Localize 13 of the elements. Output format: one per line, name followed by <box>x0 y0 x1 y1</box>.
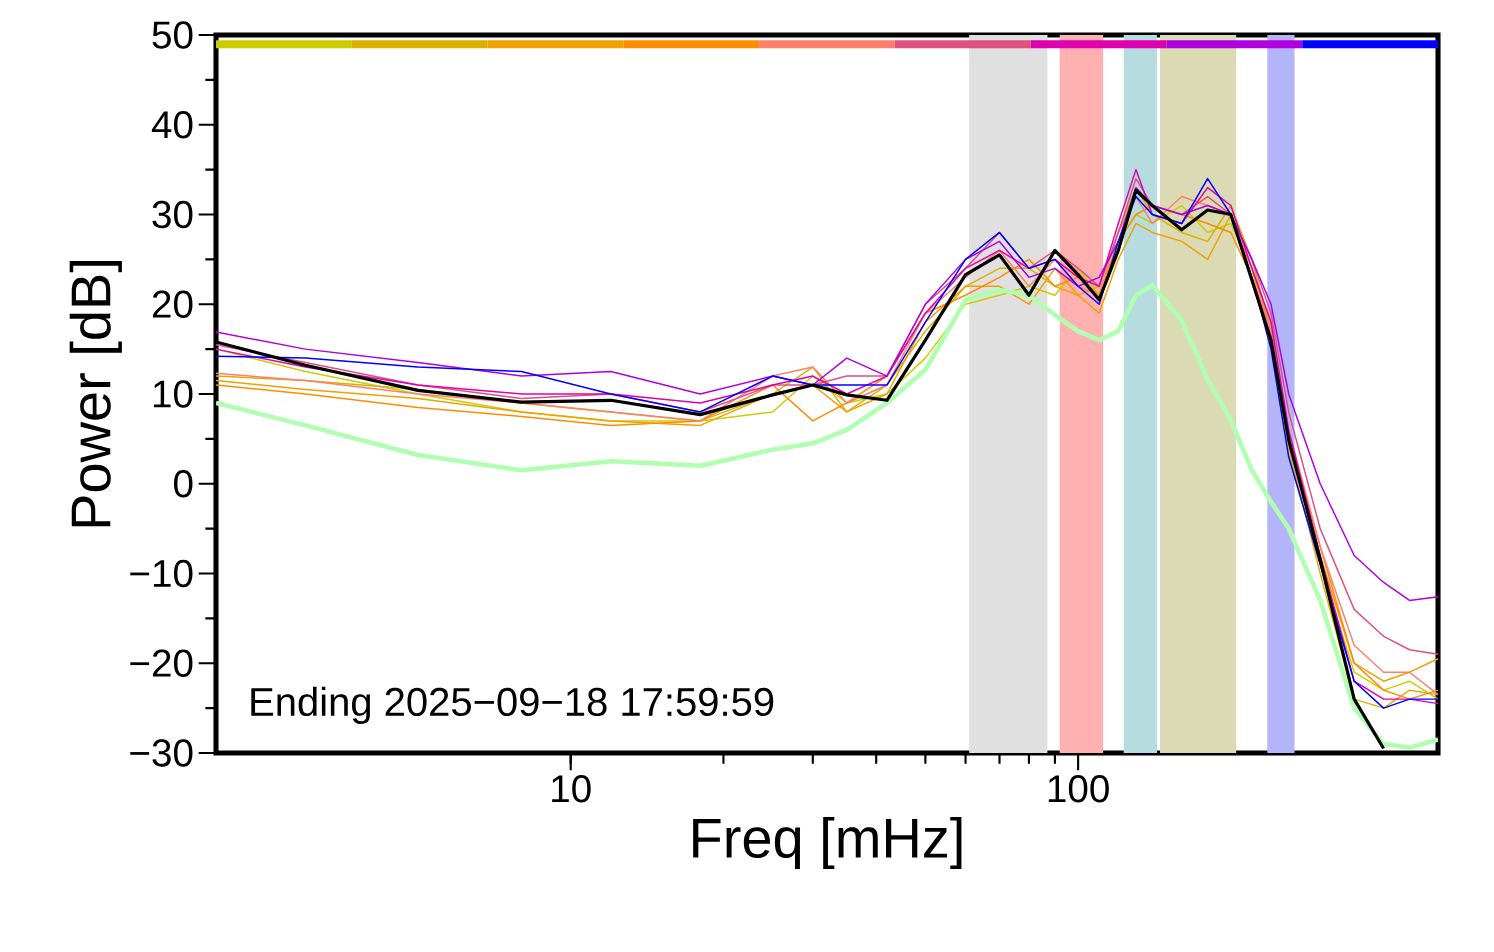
y-tick-label: 50 <box>152 21 193 49</box>
y-tick-label: 20 <box>152 290 193 318</box>
y-tick-label: 10 <box>153 380 193 408</box>
x-axis-title: Freq [mHz] <box>693 816 962 870</box>
y-tick-label: 40 <box>151 111 193 139</box>
y-tick-label: 30 <box>152 200 193 229</box>
y-tick-label: −20 <box>130 649 193 677</box>
y-tick-label: 0 <box>173 470 193 498</box>
y-axis-title: Power [dB] <box>69 261 122 527</box>
annotation: Ending 2025−09−18 17:59:59 <box>251 686 774 725</box>
y-tick-label: −30 <box>130 739 193 767</box>
x-tick-label: 100 <box>1048 775 1109 803</box>
y-tick-label: −10 <box>130 559 193 588</box>
